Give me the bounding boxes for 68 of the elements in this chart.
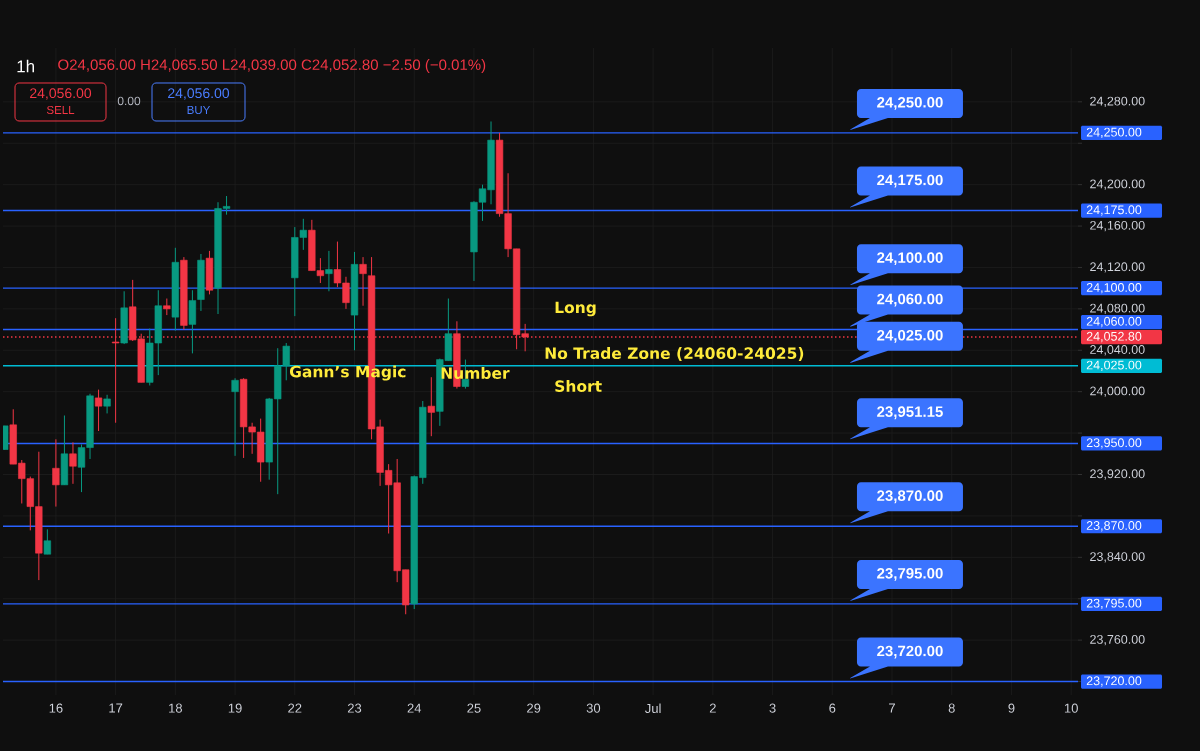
x-tick-label: 16	[49, 703, 63, 713]
candlestick	[427, 376, 435, 437]
y-tick-label: 24,040.00	[1090, 345, 1145, 356]
candlestick	[3, 425, 9, 451]
candlestick	[188, 289, 197, 354]
ref-line-label: 23,950.00	[1086, 438, 1142, 449]
ref-line-label: 24,175.00	[1086, 205, 1142, 216]
annotation: BUY	[187, 105, 211, 114]
x-tick-label: Jul	[645, 703, 661, 714]
x-tick-label: 24	[407, 703, 422, 713]
annotation: 23,795.00	[877, 568, 943, 581]
y-tick-label: 23,920.00	[1090, 469, 1145, 480]
y-tick-label: 23,760.00	[1090, 634, 1145, 646]
ref-line-label: 24,100.00	[1086, 282, 1142, 294]
x-tick-label: 3	[769, 703, 776, 713]
annotation: SELL	[46, 105, 75, 115]
ref-line-label: 24,060.00	[1086, 316, 1142, 328]
ref-line-label: 24,052.80	[1086, 331, 1142, 343]
annotation: Long	[555, 301, 596, 317]
ref-line-label: 23,795.00	[1086, 598, 1142, 610]
candlestick	[325, 250, 333, 292]
ref-line-label: 24,025.00	[1086, 360, 1142, 371]
y-tick-label: 24,200.00	[1090, 179, 1145, 190]
text: 1h	[17, 59, 34, 73]
candlestick	[103, 394, 111, 414]
annotation: 24,175.00	[877, 174, 943, 188]
annotation: 23,951.15	[877, 406, 943, 420]
x-tick-label: 9	[1008, 703, 1015, 713]
annotation: 0.00	[117, 96, 141, 106]
candlestick	[43, 528, 51, 555]
x-tick-label: 23	[347, 703, 362, 713]
annotation: 24,250.00	[877, 96, 943, 110]
x-tick-label: 2	[709, 703, 716, 713]
x-tick-label: 7	[889, 703, 895, 713]
x-tick-label: 29	[527, 703, 541, 713]
candlestick	[94, 389, 103, 432]
annotation: 23,870.00	[877, 490, 943, 504]
x-tick-label: 6	[829, 703, 836, 713]
annotation: No Trade Zone (24060-24025)	[545, 347, 804, 361]
annotation: 24,025.00	[877, 329, 943, 343]
annotation: 24,100.00	[877, 252, 943, 266]
annotation: 23,720.00	[877, 645, 943, 659]
x-tick-label: 8	[948, 703, 955, 713]
x-tick-label: 17	[109, 703, 123, 713]
text: O24,056.00 H24,065.50 L24,039.00 C24,052.80 −2.50 (−0.01%)	[58, 59, 486, 73]
y-tick-label: 24,160.00	[1090, 220, 1145, 232]
candlestick	[231, 377, 239, 457]
x-tick-label: 25	[467, 703, 481, 713]
annotation: Short	[555, 379, 602, 392]
annotation: 24,056.00	[168, 88, 230, 100]
y-tick-label: 23,840.00	[1090, 552, 1145, 563]
y-tick-label: 24,120.00	[1090, 262, 1145, 273]
ref-line-label: 24,250.00	[1086, 127, 1142, 139]
x-tick-label: 19	[228, 703, 242, 713]
annotation: 24,060.00	[877, 293, 943, 307]
ref-line-label: 23,870.00	[1086, 521, 1142, 532]
annotation: 24,056.00	[30, 88, 92, 100]
y-tick-label: 24,000.00	[1090, 386, 1145, 397]
x-tick-label: 18	[169, 703, 183, 713]
ref-line-label: 23,720.00	[1086, 676, 1142, 687]
x-tick-label: 30	[586, 703, 601, 713]
y-tick-label: 24,080.00	[1090, 303, 1145, 315]
candlestick	[359, 256, 367, 307]
y-tick-label: 24,280.00	[1090, 96, 1145, 107]
x-tick-label: 10	[1064, 703, 1078, 713]
candlestick	[52, 438, 60, 508]
candlestick	[69, 441, 77, 485]
x-tick-label: 22	[288, 703, 302, 713]
